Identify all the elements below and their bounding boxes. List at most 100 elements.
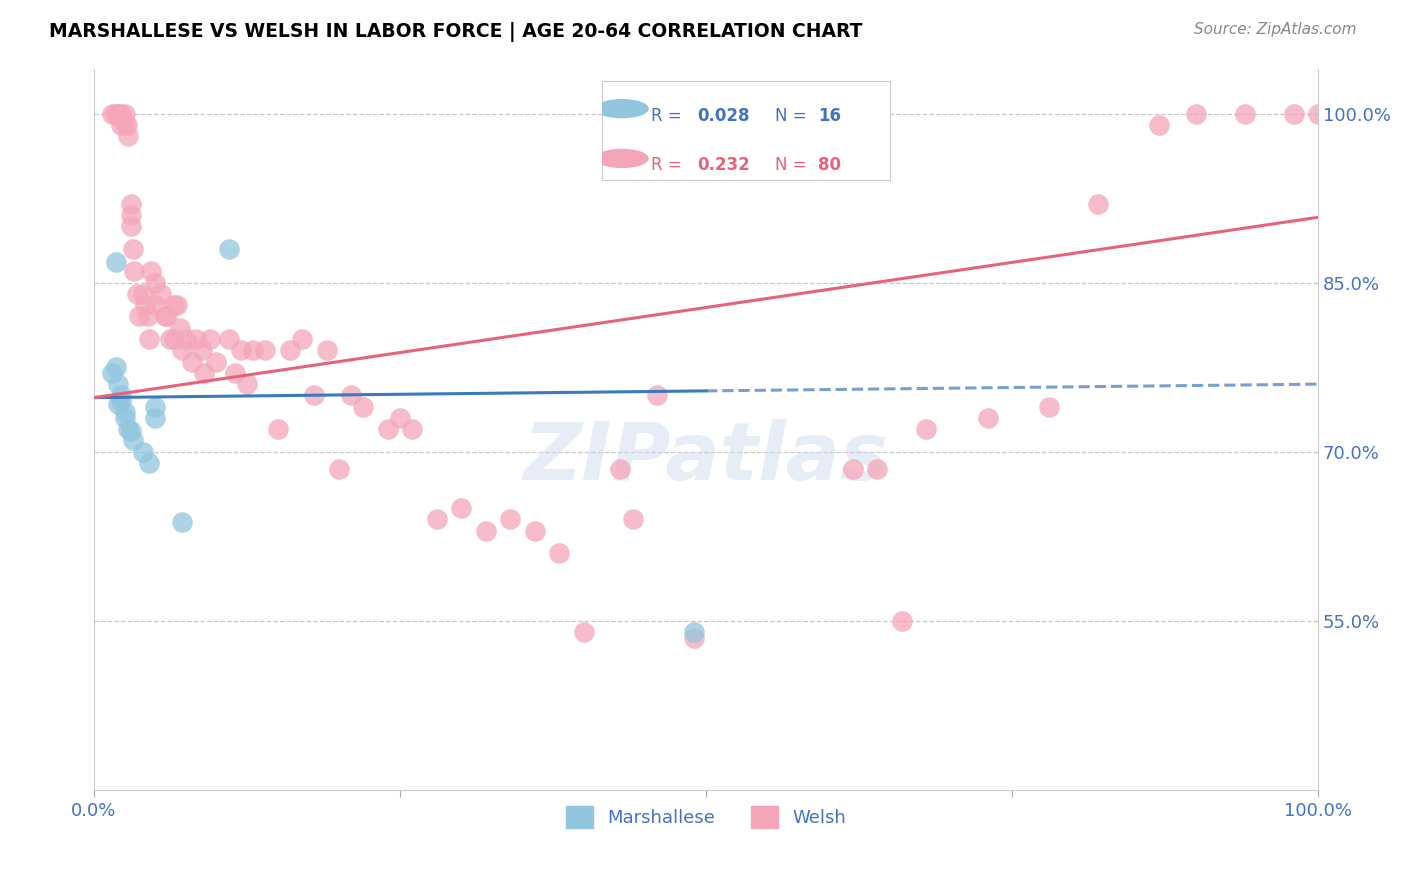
Point — [117, 129, 139, 144]
Point — [572, 625, 595, 640]
Point — [1184, 106, 1206, 120]
Point — [174, 332, 197, 346]
Point — [304, 388, 326, 402]
Point — [138, 456, 160, 470]
Point — [1233, 106, 1256, 120]
Point — [474, 524, 496, 538]
Point — [682, 631, 704, 645]
Point — [143, 400, 166, 414]
Point — [218, 242, 240, 256]
Point — [193, 366, 215, 380]
Point — [184, 332, 207, 346]
Point — [114, 118, 136, 132]
Point — [162, 332, 184, 346]
Point — [866, 461, 889, 475]
Point — [117, 422, 139, 436]
Point — [682, 625, 704, 640]
Point — [143, 411, 166, 425]
Point — [132, 444, 155, 458]
Point — [159, 332, 181, 346]
Point — [114, 411, 136, 425]
Point — [523, 524, 546, 538]
Point — [128, 310, 150, 324]
Point — [170, 343, 193, 358]
Point — [352, 400, 374, 414]
Point — [190, 343, 212, 358]
Point — [143, 276, 166, 290]
Point — [162, 298, 184, 312]
Point — [124, 264, 146, 278]
Point — [842, 461, 865, 475]
Point — [134, 298, 156, 312]
Point — [218, 332, 240, 346]
Point — [291, 332, 314, 346]
Point — [205, 354, 228, 368]
Point — [328, 461, 350, 475]
Point — [377, 422, 399, 436]
Point — [1147, 118, 1170, 132]
Point — [200, 332, 222, 346]
Point — [229, 343, 252, 358]
Point — [548, 546, 571, 560]
Point — [266, 422, 288, 436]
Point — [224, 366, 246, 380]
Point — [609, 461, 631, 475]
Point — [1038, 400, 1060, 414]
Point — [104, 360, 127, 375]
Point — [110, 388, 132, 402]
Point — [254, 343, 277, 358]
Point — [107, 106, 129, 120]
Legend: Marshallese, Welsh: Marshallese, Welsh — [558, 798, 853, 835]
Point — [136, 310, 159, 324]
Point — [1282, 106, 1305, 120]
Point — [153, 310, 176, 324]
Point — [156, 310, 179, 324]
Point — [1308, 106, 1330, 120]
Point — [104, 255, 127, 269]
Point — [150, 287, 173, 301]
Point — [388, 411, 411, 425]
Point — [110, 106, 132, 120]
Point — [141, 264, 163, 278]
Point — [138, 332, 160, 346]
Point — [110, 118, 132, 132]
Point — [401, 422, 423, 436]
Point — [340, 388, 363, 402]
Point — [122, 434, 145, 448]
Point — [426, 512, 449, 526]
Point — [621, 512, 644, 526]
Text: ZIPatlas: ZIPatlas — [523, 419, 889, 497]
Point — [107, 397, 129, 411]
Point — [120, 425, 142, 439]
Point — [499, 512, 522, 526]
Point — [1087, 196, 1109, 211]
Point — [115, 118, 138, 132]
Point — [120, 219, 142, 234]
Point — [890, 614, 912, 628]
Point — [170, 515, 193, 529]
Point — [132, 287, 155, 301]
Point — [107, 106, 129, 120]
Point — [101, 366, 124, 380]
Text: MARSHALLESE VS WELSH IN LABOR FORCE | AGE 20-64 CORRELATION CHART: MARSHALLESE VS WELSH IN LABOR FORCE | AG… — [49, 22, 863, 42]
Point — [169, 320, 191, 334]
Point — [122, 242, 145, 256]
Point — [278, 343, 301, 358]
Point — [236, 377, 259, 392]
Point — [125, 287, 148, 301]
Text: Source: ZipAtlas.com: Source: ZipAtlas.com — [1194, 22, 1357, 37]
Point — [143, 298, 166, 312]
Point — [645, 388, 668, 402]
Point — [242, 343, 264, 358]
Point — [104, 106, 127, 120]
Point — [107, 377, 129, 392]
Point — [315, 343, 337, 358]
Point — [114, 106, 136, 120]
Point — [101, 106, 124, 120]
Point — [120, 196, 142, 211]
Point — [114, 405, 136, 419]
Point — [120, 208, 142, 222]
Point — [450, 501, 472, 516]
Point — [110, 394, 132, 409]
Point — [180, 354, 202, 368]
